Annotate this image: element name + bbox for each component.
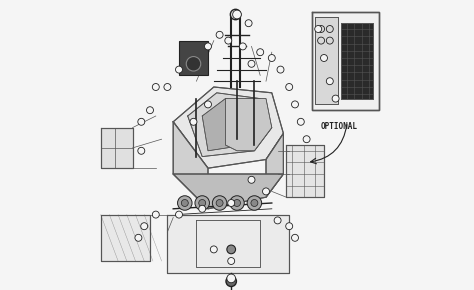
Circle shape (230, 9, 241, 20)
Circle shape (247, 196, 262, 210)
Polygon shape (312, 12, 379, 110)
Circle shape (186, 57, 201, 71)
Circle shape (199, 200, 206, 206)
Polygon shape (286, 145, 324, 197)
Polygon shape (188, 93, 272, 157)
Circle shape (225, 37, 232, 44)
Circle shape (251, 200, 258, 206)
Circle shape (326, 78, 333, 85)
Polygon shape (173, 174, 283, 209)
Circle shape (286, 84, 292, 90)
Polygon shape (100, 215, 150, 261)
Text: OPTIONAL: OPTIONAL (321, 122, 358, 131)
Polygon shape (173, 122, 208, 209)
Circle shape (178, 196, 192, 210)
Polygon shape (226, 99, 272, 151)
Circle shape (230, 196, 244, 210)
Circle shape (152, 84, 159, 90)
Circle shape (268, 55, 275, 61)
Circle shape (175, 211, 182, 218)
Circle shape (297, 118, 304, 125)
Circle shape (138, 147, 145, 154)
Polygon shape (341, 23, 374, 99)
Circle shape (292, 101, 299, 108)
Circle shape (190, 118, 197, 125)
Circle shape (195, 196, 210, 210)
Circle shape (228, 258, 235, 264)
Circle shape (138, 118, 145, 125)
Circle shape (292, 234, 299, 241)
Circle shape (212, 196, 227, 210)
Polygon shape (173, 87, 283, 168)
Circle shape (239, 43, 246, 50)
Polygon shape (202, 99, 260, 151)
Circle shape (248, 176, 255, 183)
Circle shape (274, 217, 281, 224)
Circle shape (286, 223, 292, 230)
Polygon shape (167, 215, 289, 273)
Circle shape (257, 49, 264, 56)
Circle shape (182, 200, 188, 206)
Circle shape (199, 205, 206, 212)
Circle shape (216, 31, 223, 38)
Circle shape (141, 223, 148, 230)
Circle shape (135, 234, 142, 241)
Circle shape (332, 95, 339, 102)
Bar (179, 41, 208, 75)
Circle shape (303, 136, 310, 143)
Circle shape (227, 274, 236, 283)
Circle shape (315, 26, 322, 32)
Circle shape (164, 84, 171, 90)
Circle shape (226, 276, 237, 287)
Circle shape (227, 245, 236, 254)
Circle shape (277, 66, 284, 73)
Circle shape (248, 60, 255, 67)
Circle shape (245, 20, 252, 27)
Circle shape (216, 200, 223, 206)
Circle shape (210, 246, 217, 253)
Circle shape (204, 101, 211, 108)
Circle shape (234, 200, 240, 206)
Circle shape (152, 211, 159, 218)
Circle shape (320, 55, 328, 61)
Polygon shape (266, 133, 283, 197)
Circle shape (175, 66, 182, 73)
Circle shape (204, 43, 211, 50)
Circle shape (233, 10, 241, 19)
Circle shape (263, 188, 270, 195)
Polygon shape (315, 17, 338, 104)
Circle shape (228, 200, 235, 206)
Circle shape (146, 107, 154, 114)
Polygon shape (100, 128, 133, 168)
